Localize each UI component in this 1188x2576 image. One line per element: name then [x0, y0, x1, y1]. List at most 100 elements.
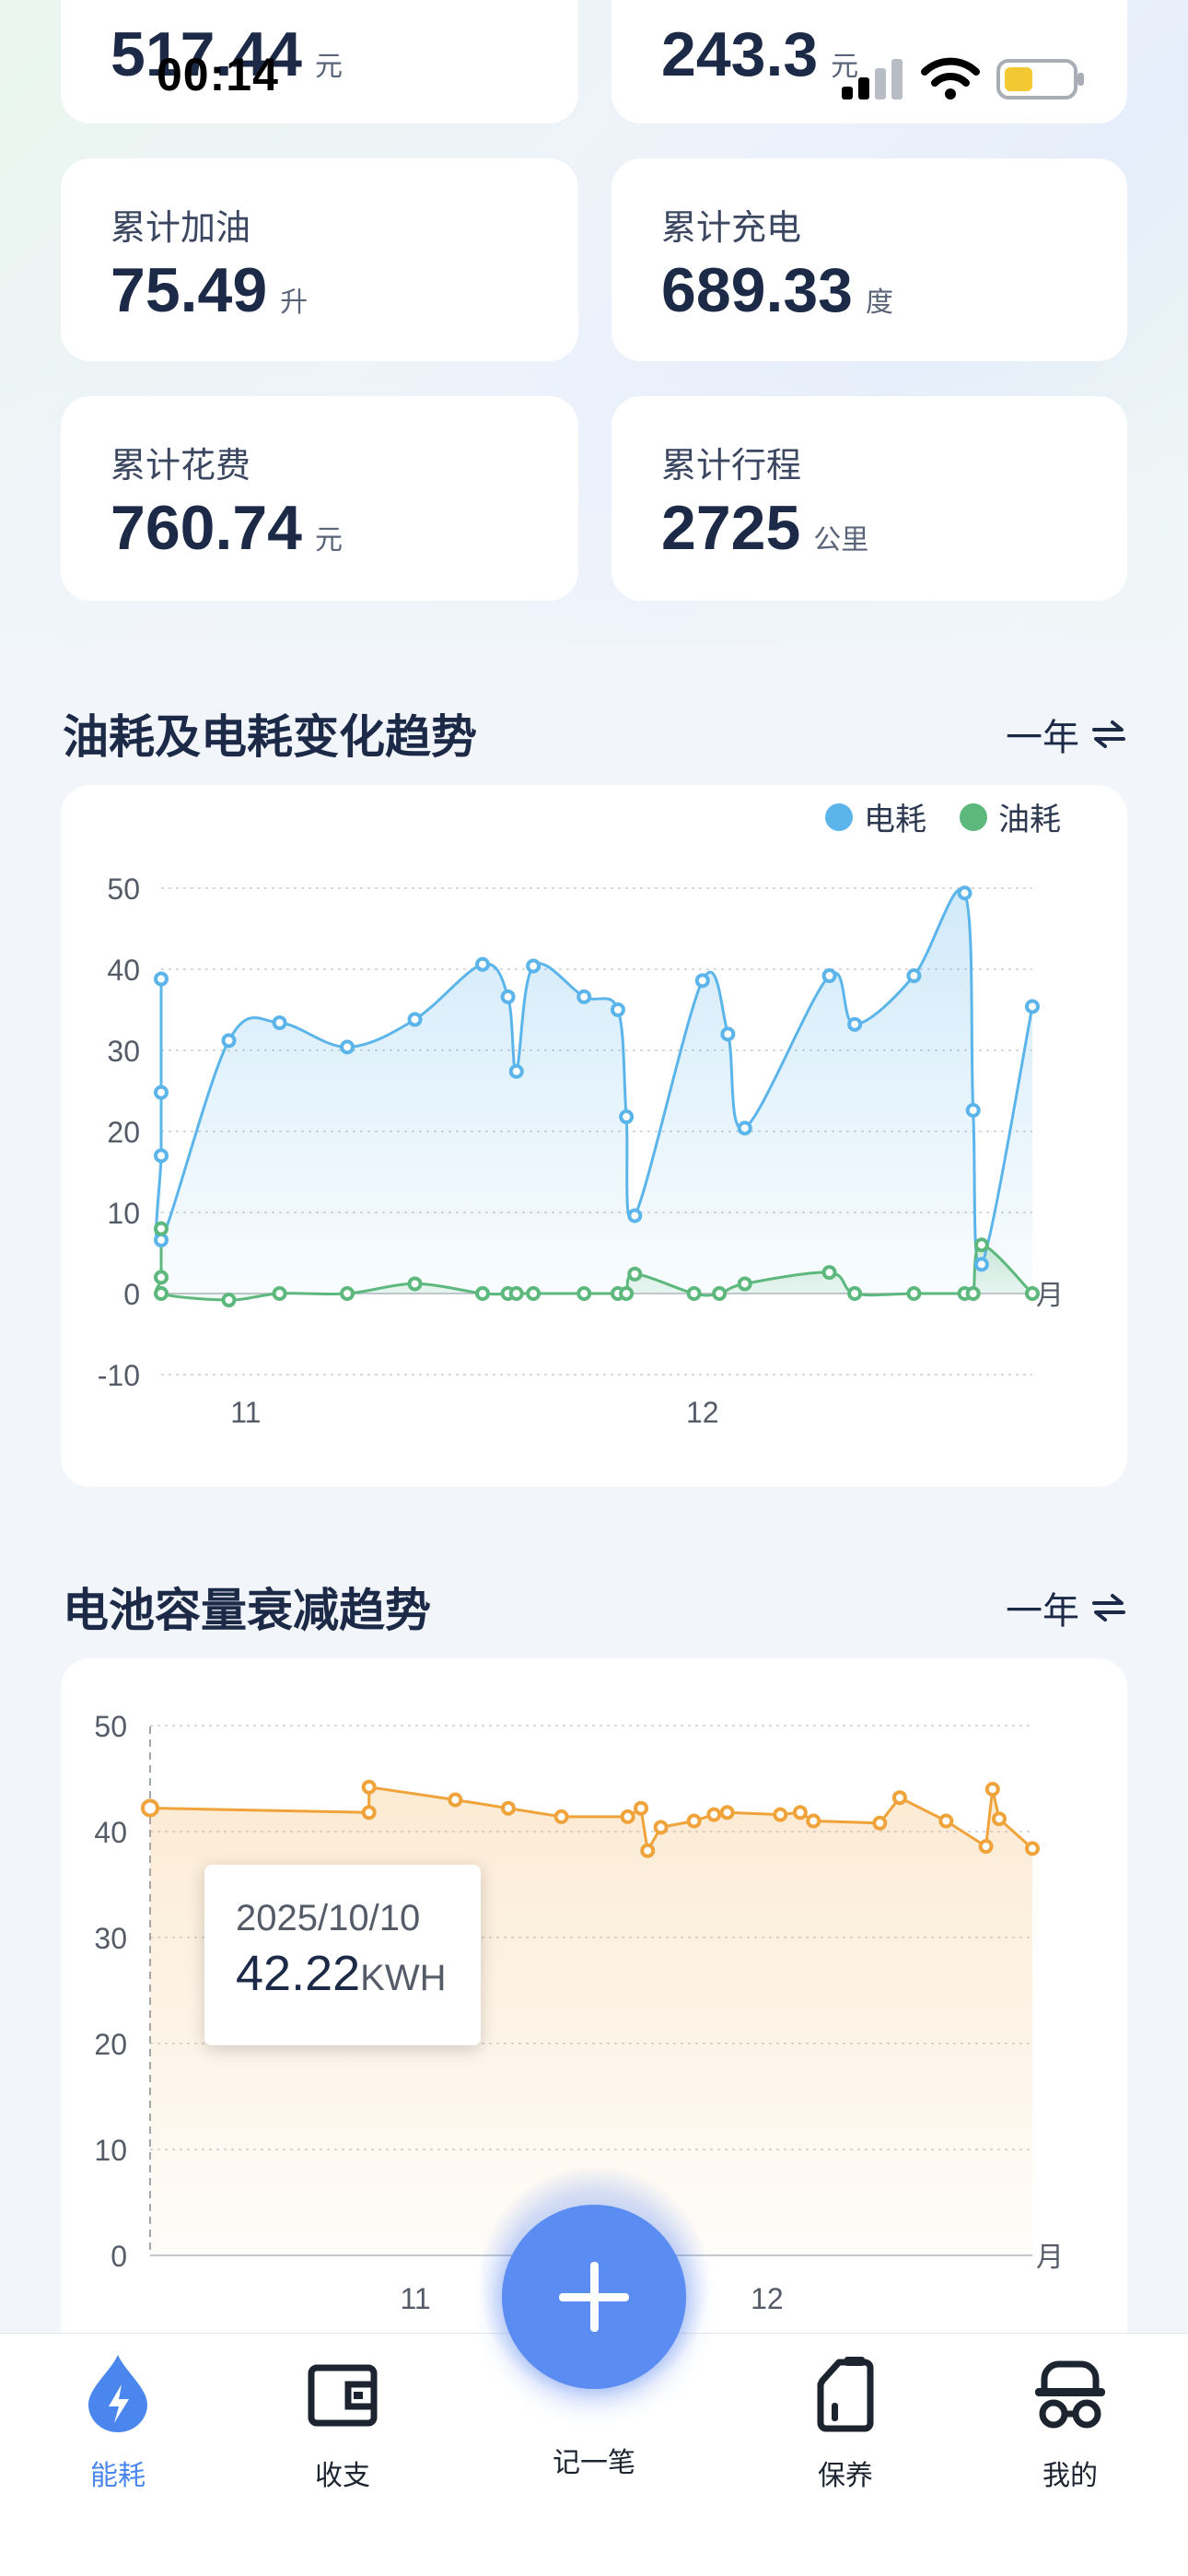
y-tick-label: -10 — [98, 1359, 140, 1392]
battery-data-point[interactable] — [553, 1809, 569, 1824]
tab-label: 收支 — [315, 2460, 370, 2492]
electric-data-point[interactable] — [610, 1002, 625, 1017]
battery-data-point[interactable] — [806, 1813, 821, 1829]
battery-data-point[interactable] — [719, 1805, 735, 1821]
electric-data-point[interactable] — [694, 973, 710, 989]
battery-data-point[interactable] — [640, 1843, 656, 1858]
electric-data-point[interactable] — [906, 968, 922, 984]
battery-data-point[interactable] — [872, 1815, 888, 1831]
fuel-can-icon — [817, 2357, 874, 2432]
fuel-data-point[interactable] — [577, 1286, 592, 1301]
fuel-data-point[interactable] — [821, 1265, 837, 1281]
stat-card-total-cost[interactable]: 累计花费 760.74 元 — [61, 396, 578, 601]
stat-card-electric-cost[interactable]: 517.44 元 — [61, 0, 578, 123]
y-tick-label: 50 — [94, 1710, 127, 1743]
battery-data-point[interactable] — [361, 1805, 377, 1821]
electric-data-point[interactable] — [720, 1026, 736, 1042]
status-time: 00:14 — [157, 49, 279, 100]
battery-data-point[interactable] — [773, 1807, 788, 1822]
y-tick-label: 0 — [111, 2240, 127, 2273]
fuel-data-point[interactable] — [906, 1286, 922, 1301]
battery-data-point[interactable] — [891, 1790, 907, 1806]
fuel-data-point[interactable] — [1025, 1286, 1040, 1301]
electric-data-point[interactable] — [627, 1208, 643, 1224]
battery-data-point[interactable] — [978, 1839, 994, 1855]
electric-data-point[interactable] — [154, 971, 169, 987]
battery-data-point[interactable] — [361, 1779, 377, 1795]
legend-swatch — [825, 802, 853, 831]
fuel-data-point[interactable] — [712, 1286, 728, 1301]
fuel-data-point[interactable] — [272, 1286, 287, 1301]
electric-data-point[interactable] — [154, 1084, 169, 1100]
fuel-data-point[interactable] — [619, 1286, 635, 1301]
y-tick-label: 50 — [107, 872, 140, 906]
electric-area — [156, 889, 1033, 1294]
electric-data-point[interactable] — [272, 1015, 287, 1031]
fuel-data-point[interactable] — [154, 1286, 169, 1301]
add-record-button[interactable] — [502, 2205, 686, 2389]
legend-item-electric[interactable]: 电耗 — [825, 794, 926, 839]
consumption-period-toggle[interactable]: 一年 — [1006, 708, 1125, 761]
battery-data-point[interactable] — [991, 1811, 1007, 1827]
battery-data-point[interactable] — [1025, 1841, 1040, 1856]
electric-data-point[interactable] — [407, 1012, 423, 1027]
stat-unit: 升 — [280, 287, 309, 319]
battery-data-point[interactable] — [634, 1800, 649, 1816]
fuel-data-point[interactable] — [847, 1286, 863, 1301]
electric-data-point[interactable] — [847, 1016, 863, 1032]
electric-data-point[interactable] — [821, 968, 837, 984]
legend-swatch — [960, 802, 987, 831]
electric-data-point[interactable] — [508, 1063, 524, 1079]
electric-data-point[interactable] — [475, 956, 491, 972]
electric-data-point[interactable] — [526, 958, 542, 974]
fuel-data-point[interactable] — [221, 1293, 237, 1308]
electric-data-point[interactable] — [577, 989, 592, 1004]
electric-data-point[interactable] — [500, 989, 516, 1004]
electric-data-point[interactable] — [221, 1033, 237, 1048]
tab-label: 能耗 — [90, 2460, 146, 2492]
battery-data-point[interactable] — [620, 1809, 635, 1824]
battery-data-point[interactable] — [984, 1782, 1000, 1797]
electric-data-point[interactable] — [1025, 999, 1040, 1014]
stat-card-total-mileage[interactable]: 累计行程 2725 公里 — [611, 396, 1127, 601]
fuel-data-point[interactable] — [737, 1276, 752, 1292]
battery-data-point[interactable] — [706, 1807, 722, 1822]
electric-data-point[interactable] — [965, 1103, 981, 1118]
fuel-data-point[interactable] — [407, 1276, 423, 1292]
y-tick-label: 20 — [107, 1116, 140, 1149]
battery-data-point[interactable] — [141, 1798, 159, 1818]
car-profile-icon — [1035, 2360, 1105, 2429]
legend-item-fuel[interactable]: 油耗 — [960, 794, 1061, 839]
stat-value: 2725 公里 — [661, 493, 869, 563]
stat-value: 689.33 度 — [661, 255, 893, 325]
tab-label: 保养 — [818, 2460, 873, 2492]
fuel-data-point[interactable] — [154, 1270, 169, 1285]
battery-period-toggle[interactable]: 一年 — [1006, 1581, 1125, 1634]
fuel-data-point[interactable] — [686, 1286, 702, 1301]
battery-data-point[interactable] — [448, 1792, 463, 1808]
stat-card-total-fuel[interactable]: 累计加油 75.49 升 — [61, 158, 578, 361]
electric-data-point[interactable] — [973, 1257, 989, 1272]
fuel-data-point[interactable] — [627, 1266, 643, 1282]
electric-data-point[interactable] — [154, 1148, 169, 1164]
battery-data-point[interactable] — [792, 1805, 808, 1821]
electric-data-point[interactable] — [154, 1232, 169, 1247]
fuel-data-point[interactable] — [508, 1286, 524, 1301]
battery-data-point[interactable] — [500, 1800, 516, 1816]
battery-data-point[interactable] — [653, 1820, 669, 1835]
consumption-section-title: 油耗及电耗变化趋势 — [63, 710, 477, 764]
electric-data-point[interactable] — [957, 885, 973, 901]
electric-data-point[interactable] — [340, 1039, 355, 1055]
stat-card-total-charge[interactable]: 累计充电 689.33 度 — [611, 158, 1127, 361]
fuel-data-point[interactable] — [340, 1286, 355, 1301]
battery-data-point[interactable] — [686, 1813, 702, 1829]
fuel-data-point[interactable] — [154, 1221, 169, 1236]
fuel-data-point[interactable] — [973, 1237, 989, 1253]
electric-data-point[interactable] — [619, 1109, 635, 1125]
consumption-chart[interactable]: 50 40 30 20 10 0 -10 11 12 月 — [0, 0, 1188, 1493]
fuel-data-point[interactable] — [526, 1286, 542, 1301]
fuel-data-point[interactable] — [965, 1286, 981, 1301]
battery-data-point[interactable] — [938, 1813, 954, 1829]
fuel-data-point[interactable] — [475, 1286, 491, 1301]
electric-data-point[interactable] — [737, 1120, 752, 1136]
